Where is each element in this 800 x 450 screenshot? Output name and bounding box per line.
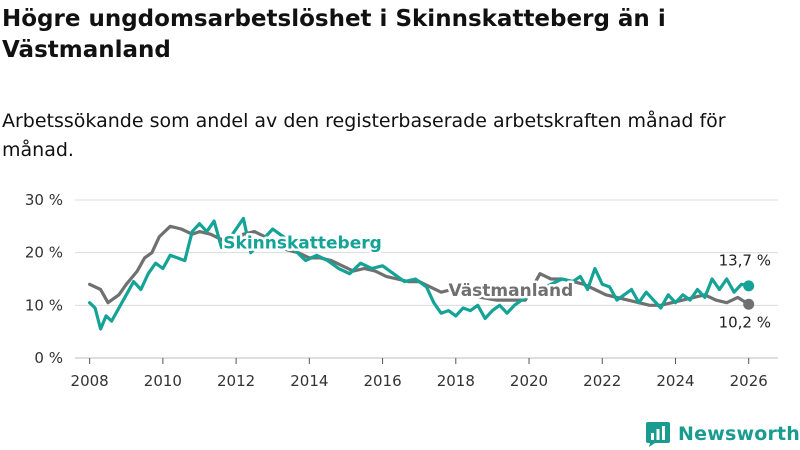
brand-name: Newsworthy bbox=[678, 423, 800, 445]
chart-title: Högre ungdomsarbetslöshet i Skinnskatteb… bbox=[2, 6, 666, 63]
series-label-skinnskatteberg: Skinnskatteberg bbox=[223, 233, 382, 253]
x-tick-label: 2018 bbox=[437, 372, 475, 390]
end-value-label-vastmanland: 10,2 % bbox=[719, 313, 771, 331]
end-marker-vastmanland bbox=[743, 298, 755, 310]
x-tick-label: 2022 bbox=[583, 372, 621, 390]
series-label-halo-vastmanland: Västmanland bbox=[448, 281, 573, 301]
y-tick-label: 30 % bbox=[25, 191, 63, 209]
x-tick-label: 2008 bbox=[71, 372, 109, 390]
newsworthy-logo-icon bbox=[646, 422, 670, 447]
y-axis: 0 % 10 % 20 % 30 % bbox=[25, 191, 63, 367]
x-tick-label: 2012 bbox=[217, 372, 255, 390]
x-tick-label: 2026 bbox=[730, 372, 768, 390]
chart-subtitle: Arbetssökande som andel av den registerb… bbox=[2, 110, 726, 161]
series-line-vastmanland bbox=[88, 224, 751, 307]
brand-logo: Newsworthy bbox=[644, 420, 800, 448]
end-value-label-skinnskatteberg: 13,7 % bbox=[719, 251, 771, 269]
y-tick-label: 0 % bbox=[34, 349, 63, 367]
series-layer bbox=[88, 216, 755, 331]
series-line-skinnskatteberg bbox=[88, 216, 751, 331]
x-axis: 2008 2010 2012 2014 2016 2018 2020 2022 2024 2026 bbox=[71, 358, 768, 390]
x-tick-label: 2020 bbox=[510, 372, 548, 390]
end-marker-skinnskatteberg bbox=[743, 280, 755, 292]
x-tick-label: 2016 bbox=[363, 372, 401, 390]
x-tick-label: 2010 bbox=[144, 372, 182, 390]
x-tick-label: 2014 bbox=[290, 372, 328, 390]
y-tick-label: 20 % bbox=[25, 244, 63, 262]
series-label-vastmanland: Västmanland bbox=[448, 281, 573, 301]
y-tick-label: 10 % bbox=[25, 296, 63, 314]
series-label-halo-skinnskatteberg: Skinnskatteberg bbox=[223, 233, 382, 253]
x-tick-label: 2024 bbox=[656, 372, 694, 390]
labels-layer: SkinnskattebergSkinnskattebergVästmanlan… bbox=[221, 231, 771, 332]
gridlines bbox=[75, 199, 778, 359]
